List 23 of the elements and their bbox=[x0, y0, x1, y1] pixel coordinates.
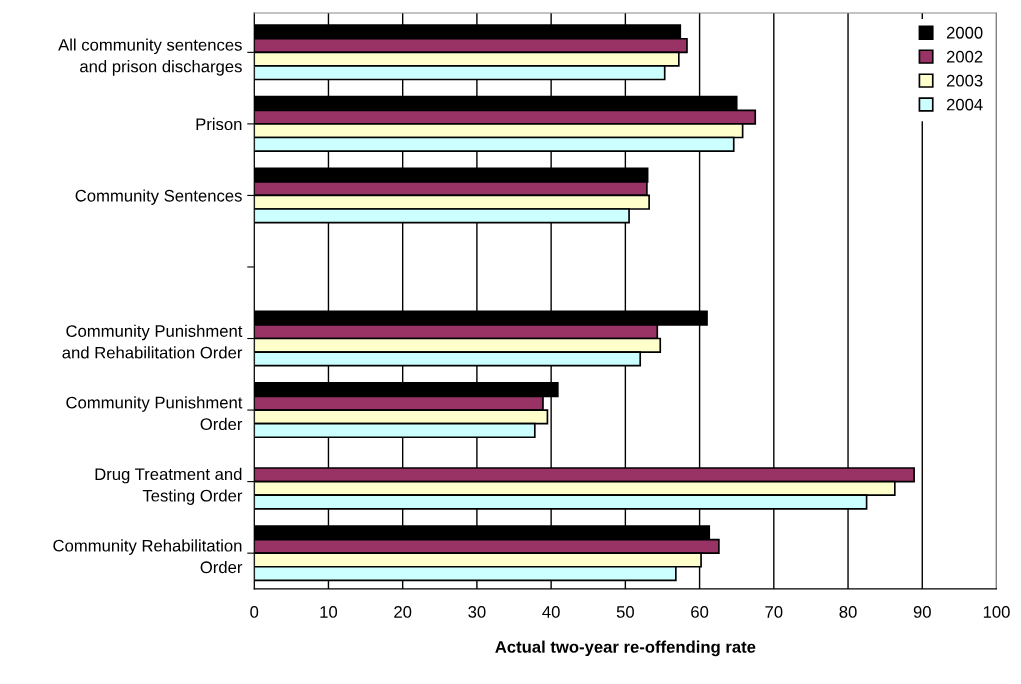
x-tick-label: 10 bbox=[320, 606, 338, 618]
x-tick-label: 30 bbox=[468, 606, 486, 618]
y-tick-label: Community Punishment and Rehabilitation Order bbox=[62, 324, 243, 359]
x-tick-label: 90 bbox=[913, 606, 931, 618]
x-tick-label: 70 bbox=[765, 606, 783, 618]
y-tick-label: Community Rehabilitation Order bbox=[53, 539, 243, 574]
x-tick-label: 50 bbox=[616, 606, 634, 618]
y-tick-label: Drug Treatment and Testing Order bbox=[95, 467, 243, 505]
legend-label: 2004 bbox=[946, 98, 983, 111]
y-tick-label: Community Punishment Order bbox=[66, 396, 243, 431]
legend-label: 2003 bbox=[946, 74, 983, 87]
y-tick-label: Community Sentences bbox=[75, 189, 242, 205]
y-tick-label: Prison bbox=[196, 117, 242, 131]
x-tick-label: 40 bbox=[542, 606, 560, 618]
legend-label: 2002 bbox=[946, 50, 983, 63]
x-tick-label: 60 bbox=[691, 606, 709, 618]
legend-label: 2000 bbox=[946, 26, 983, 39]
x-tick-label: 80 bbox=[839, 606, 857, 618]
x-tick-label: 20 bbox=[394, 606, 412, 618]
y-tick-label: All community sentences and prison discharges bbox=[58, 38, 242, 76]
x-tick-label: 0 bbox=[250, 606, 259, 618]
x-tick-label: 100 bbox=[983, 606, 1010, 618]
x-axis-title: Actual two-year re-offending rate bbox=[495, 640, 756, 657]
